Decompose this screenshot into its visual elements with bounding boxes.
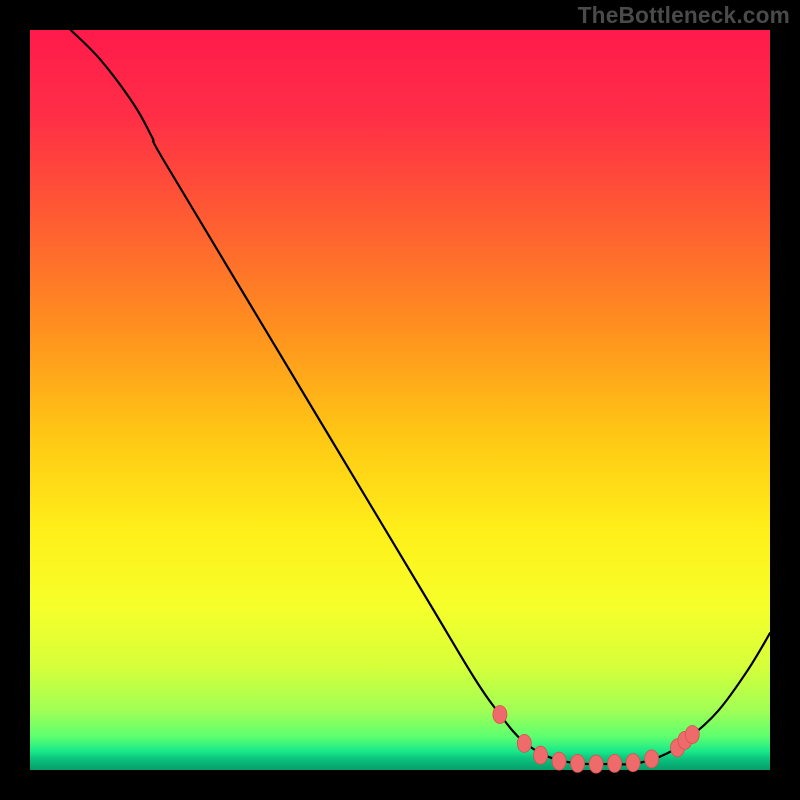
optimal-zone-marker [626, 754, 640, 772]
optimal-zone-marker [552, 752, 566, 770]
gradient-background [30, 30, 770, 770]
bottleneck-curve-chart [0, 0, 800, 800]
optimal-zone-marker [517, 734, 531, 752]
optimal-zone-marker [608, 754, 622, 772]
optimal-zone-marker [589, 755, 603, 773]
optimal-zone-marker [534, 746, 548, 764]
chart-stage: TheBottleneck.com [0, 0, 800, 800]
optimal-zone-marker [645, 750, 659, 768]
optimal-zone-marker [685, 725, 699, 743]
optimal-zone-marker [493, 706, 507, 724]
watermark-text: TheBottleneck.com [578, 2, 790, 29]
optimal-zone-marker [571, 754, 585, 772]
